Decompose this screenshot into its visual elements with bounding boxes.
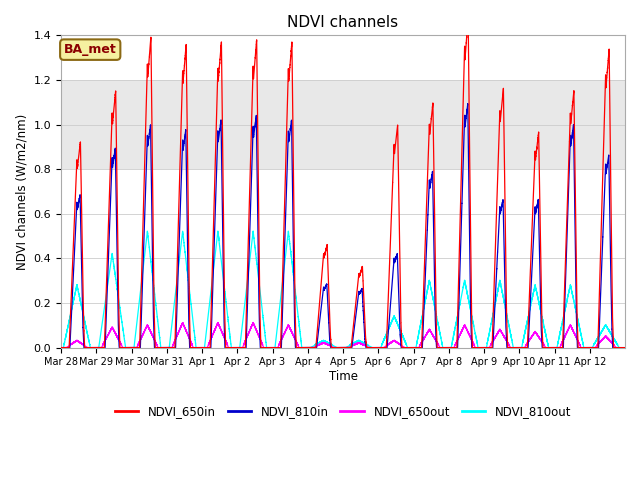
X-axis label: Time: Time [328,370,358,383]
Y-axis label: NDVI channels (W/m2/nm): NDVI channels (W/m2/nm) [15,113,28,270]
Legend: NDVI_650in, NDVI_810in, NDVI_650out, NDVI_810out: NDVI_650in, NDVI_810in, NDVI_650out, NDV… [110,400,576,423]
Bar [61,80,625,169]
Text: BA_met: BA_met [64,43,116,56]
Title: NDVI channels: NDVI channels [287,15,399,30]
